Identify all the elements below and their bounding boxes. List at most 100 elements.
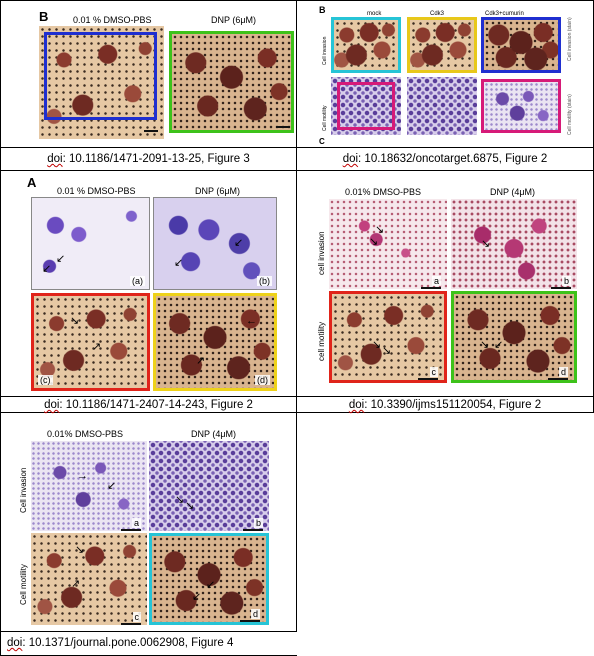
sublabel-d: (d) [255, 375, 270, 385]
arrow-icon: ↙ [174, 257, 184, 269]
sublabel-c: (c) [38, 375, 53, 385]
col-label-cdk3-cumurin: Cdk3+cumurin [485, 11, 524, 17]
row-label-motility: Cell motility [322, 105, 328, 131]
condition-label-right: DNP (6μM) [211, 15, 257, 25]
table-rule-1 [0, 147, 594, 148]
panel-letter: B [319, 5, 326, 15]
condition-label-right: DNP (6μM) [195, 186, 241, 196]
sublabel-b: b [253, 518, 263, 528]
micrograph-b: (b) ↙ ↙ [153, 197, 277, 290]
micrograph-c: (c) ↘ ↗ [31, 293, 150, 391]
scale-bar [121, 623, 141, 625]
arrow-icon: ↘ [70, 315, 80, 327]
micrograph-cdk3-motility [407, 77, 477, 135]
scale-bar [276, 126, 290, 128]
row-label-invasion: cell invasion [317, 231, 326, 275]
table-rule-2 [0, 170, 594, 171]
micrograph-d: d ↘ ↙ [451, 291, 577, 383]
scale-bar [421, 287, 441, 289]
arrow-icon: ↗ [71, 578, 81, 590]
side-label-invasion: Cell invasion (stain) [567, 17, 573, 61]
condition-label-right: DNP (4μM) [191, 429, 237, 439]
col-label-mock: mock [367, 11, 382, 17]
doi-label: doi [348, 399, 365, 411]
micrograph-mock-invasion [331, 17, 401, 73]
caption-3: doi: 10.1186/1471-2407-14-243, Figure 2 [1, 399, 296, 411]
figure-3: A 0.01 % DMSO-PBS DNP (6μM) (a) ↙ ↙ (b) … [1, 171, 296, 396]
panel-letter: A [27, 175, 37, 190]
doi-label: doi [7, 637, 23, 649]
arrow-icon: ↙ [494, 339, 504, 351]
micrograph-d: (d) ← ↗ [153, 293, 277, 391]
side-label-motility: Cell motility (stain) [567, 94, 573, 135]
arrow-icon: ↘ [75, 544, 85, 556]
sublabel-a: a [431, 276, 441, 286]
caption-4: doi: 10.3390/ijms151120054, Figure 2 [297, 399, 593, 411]
figure-1: B 0.01 % DMSO-PBS DNP (6μM) [1, 1, 296, 147]
row-label-motility: Cell motility [19, 564, 28, 605]
sublabel-d: d [250, 609, 260, 619]
sublabel-c: c [429, 367, 438, 377]
sublabel-d: d [558, 367, 568, 377]
arrow-icon: → [77, 470, 88, 482]
table-border-left [0, 0, 1, 656]
panel-letter: B [39, 9, 49, 24]
caption-text: : 10.1371/journal.pone.0062908, Figure 4 [22, 637, 234, 649]
sublabel-b: b [561, 276, 571, 286]
table-rule-4 [0, 412, 594, 413]
micrograph-control [39, 26, 164, 139]
figure-4: 0.01% DMSO-PBS DNP (4μM) cell invasion c… [297, 171, 593, 396]
caption-1: doi: 10.1186/1471-2091-13-25, Figure 3 [1, 153, 296, 165]
micrograph-a: (a) ↙ ↙ [31, 197, 150, 290]
highlight-box-magenta [337, 82, 395, 130]
figure-2: B mock Cdk3 Cdk3+cumurin Cell invasion C… [297, 1, 593, 147]
arrow-icon: ← [246, 315, 257, 327]
arrow-icon: ↗ [92, 341, 102, 353]
micrograph-c: c ↘ ↗ [31, 533, 147, 625]
arrow-icon: ↘ [175, 494, 185, 506]
doi-label: doi [47, 153, 63, 165]
condition-label-left: 0.01% DMSO-PBS [47, 429, 124, 439]
table-divider-vertical-bottom [296, 412, 297, 631]
micrograph-mock-motility [331, 77, 401, 135]
arrow-icon: ↙ [206, 579, 216, 591]
arrow-icon: ↙ [234, 237, 244, 249]
doi-label: doi [44, 399, 60, 411]
scale-bar [551, 287, 571, 289]
scale-bar [144, 130, 158, 132]
doi-label: doi [342, 153, 359, 165]
sublabel-c: c [132, 612, 141, 622]
condition-label-left: 0.01% DMSO-PBS [345, 187, 422, 197]
table-divider-vertical [296, 0, 297, 412]
micrograph-cumurin-motility [481, 79, 561, 133]
row-label-invasion: Cell invasion [19, 467, 28, 513]
caption-text: : 10.3390/ijms151120054, Figure 2 [364, 399, 542, 411]
sublabel-a: a [131, 518, 141, 528]
micrograph-dnp [169, 31, 294, 133]
next-panel-letter: C [319, 137, 325, 146]
arrow-icon: ↘ [372, 339, 382, 351]
arrow-icon: ↙ [56, 253, 66, 265]
scale-bar [240, 620, 260, 622]
figure-5: 0.01% DMSO-PBS DNP (4μM) Cell invasion C… [1, 413, 296, 631]
arrow-icon: ↘ [480, 339, 490, 351]
condition-label-right: DNP (4μM) [490, 187, 536, 197]
arrow-icon: ↘ [382, 345, 392, 357]
sublabel-b: (b) [257, 276, 272, 286]
scale-bar [418, 378, 438, 380]
arrow-icon: ↙ [42, 263, 52, 275]
caption-5: doi: 10.1371/journal.pone.0062908, Figur… [1, 637, 296, 649]
arrow-icon: ↘ [369, 236, 379, 248]
col-label-cdk3: Cdk3 [430, 11, 445, 17]
arrow-icon: ↘ [185, 500, 195, 512]
micrograph-b: b ↘ ↘ [149, 441, 269, 531]
micrograph-b: b ↘ [451, 199, 577, 289]
caption-text: : 10.1186/1471-2407-14-243, Figure 2 [59, 399, 253, 411]
caption-text: : 10.18632/oncotarget.6875, Figure 2 [358, 153, 548, 165]
caption-2: doi: 10.18632/oncotarget.6875, Figure 2 [297, 153, 593, 165]
condition-label-left: 0.01 % DMSO-PBS [73, 15, 152, 25]
scale-bar [548, 378, 568, 380]
scale-bar [121, 529, 141, 531]
arrow-icon: ↘ [375, 224, 385, 236]
